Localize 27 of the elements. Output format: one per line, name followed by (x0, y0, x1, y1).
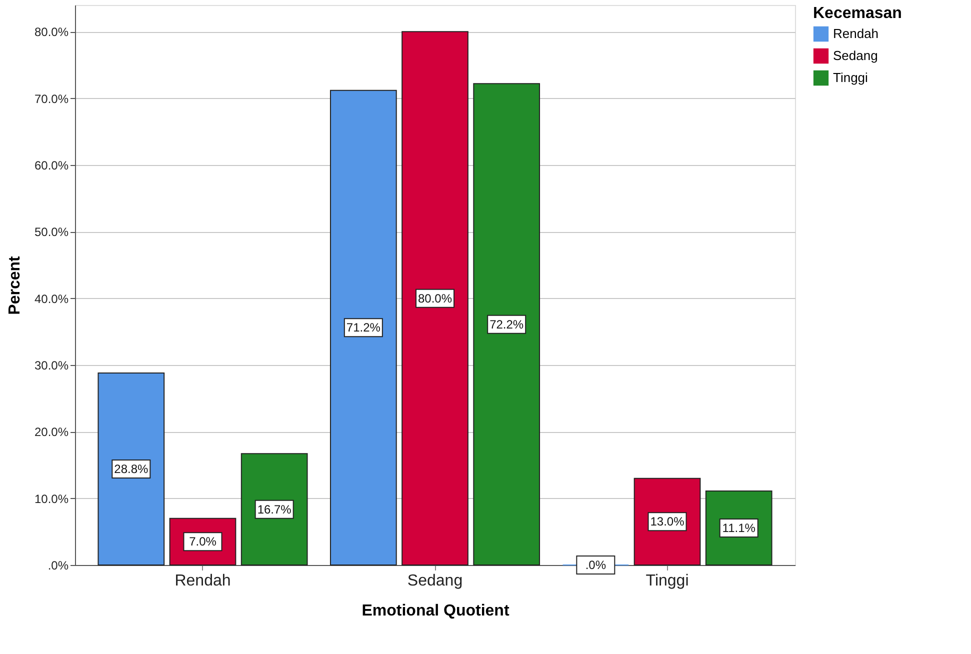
x-tick-label: Sedang (407, 572, 463, 590)
data-label: 16.7% (257, 502, 292, 516)
y-tick-label: 30.0% (34, 358, 69, 372)
y-tick-label: 50.0% (34, 225, 69, 240)
y-tick-label: 20.0% (34, 425, 69, 440)
data-label: 80.0% (418, 291, 452, 306)
y-tick-label: 80.0% (34, 25, 69, 40)
x-tick-label: Rendah (174, 572, 231, 590)
data-label: 28.8% (114, 462, 148, 476)
data-label: .0% (585, 558, 606, 572)
legend-title: Kecemasan (813, 5, 902, 22)
data-label: 13.0% (650, 514, 685, 529)
y-tick-label: 10.0% (34, 492, 69, 506)
legend-label: Tinggi (833, 70, 868, 85)
legend-label: Sedang (833, 48, 878, 63)
legend-label: Rendah (833, 26, 879, 41)
y-tick-label: 70.0% (34, 92, 69, 106)
y-tick-label: .0% (48, 558, 69, 572)
y-axis-title: Percent (6, 255, 24, 315)
x-tick-label: Tinggi (646, 572, 689, 590)
y-tick-label: 60.0% (34, 158, 69, 172)
data-label: 11.1% (722, 521, 756, 535)
data-label: 72.2% (490, 317, 524, 332)
data-label: 71.2% (346, 320, 381, 335)
y-tick-label: 40.0% (34, 292, 69, 306)
data-label: 7.0% (189, 534, 217, 549)
x-axis-title: Emotional Quotient (362, 602, 510, 620)
